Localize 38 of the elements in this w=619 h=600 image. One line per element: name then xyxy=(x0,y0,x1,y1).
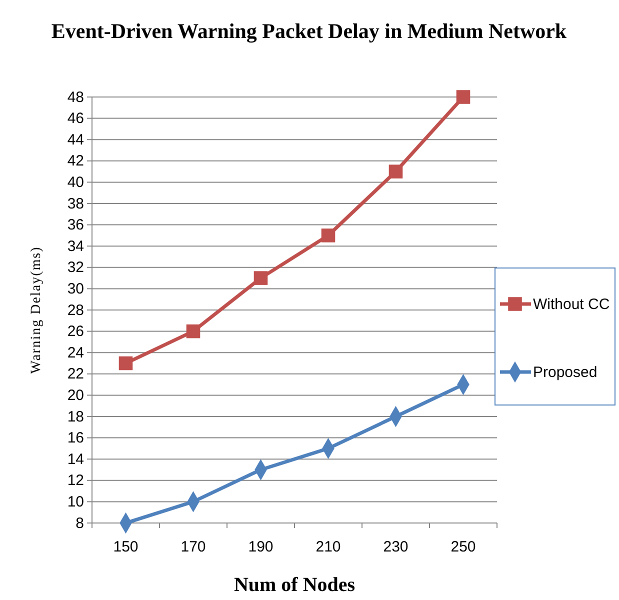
point xyxy=(388,164,403,178)
y-tick-label: 8 xyxy=(76,514,84,532)
y-tick-label: 32 xyxy=(67,259,84,276)
x-axis-title: Num of Nodes xyxy=(234,574,356,596)
y-tick-label: 22 xyxy=(67,366,84,383)
y-tick-label: 44 xyxy=(67,131,84,148)
legend-label: Without CC xyxy=(533,296,610,313)
y-tick-label: 24 xyxy=(67,344,84,362)
y-tick-label: 28 xyxy=(67,302,84,319)
x-tick-label: 150 xyxy=(113,538,138,556)
y-tick-label: 12 xyxy=(67,472,84,490)
legend-label: Proposed xyxy=(533,364,598,381)
y-tick-label: 16 xyxy=(67,430,84,447)
y-tick-label: 20 xyxy=(67,387,84,404)
y-tick-label: 26 xyxy=(67,323,84,340)
x-tick-label: 230 xyxy=(383,538,408,556)
y-tick-label: 36 xyxy=(67,216,84,234)
point xyxy=(321,228,336,242)
chart-title: Event-Driven Warning Packet Delay in Medium Network xyxy=(51,19,567,43)
y-tick-label: 48 xyxy=(67,88,84,106)
x-tick-label: 210 xyxy=(316,538,341,556)
y-tick-label: 34 xyxy=(67,238,84,255)
y-tick-label: 14 xyxy=(67,450,84,468)
x-tick-label: 250 xyxy=(450,538,476,556)
x-tick-label: 170 xyxy=(180,538,206,556)
y-tick-label: 40 xyxy=(67,174,84,191)
point xyxy=(254,271,268,285)
x-tick-label: 190 xyxy=(248,538,274,556)
y-tick-label: 46 xyxy=(67,110,84,128)
y-tick-label: 18 xyxy=(67,408,84,426)
point xyxy=(186,324,200,338)
point xyxy=(118,356,133,370)
y-tick-label: 38 xyxy=(67,195,84,212)
point xyxy=(456,90,470,104)
y-tick-label: 10 xyxy=(67,494,84,510)
y-axis-title: Warning Delay(ms) xyxy=(29,246,44,374)
y-tick-label: 42 xyxy=(67,152,84,170)
y-tick-label: 30 xyxy=(67,280,84,298)
